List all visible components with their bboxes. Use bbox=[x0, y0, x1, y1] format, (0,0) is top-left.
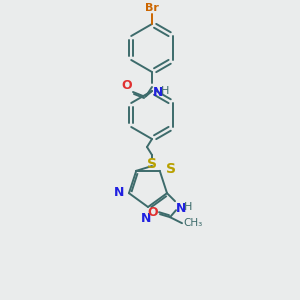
Text: H: H bbox=[161, 86, 170, 96]
Text: N: N bbox=[153, 86, 164, 99]
Text: O: O bbox=[147, 206, 158, 219]
Text: S: S bbox=[166, 162, 176, 176]
Text: O: O bbox=[122, 79, 132, 92]
Text: N: N bbox=[176, 202, 186, 215]
Text: N: N bbox=[141, 212, 151, 225]
Text: N: N bbox=[114, 186, 124, 199]
Text: CH₃: CH₃ bbox=[183, 218, 202, 228]
Text: S: S bbox=[147, 157, 157, 171]
Text: H: H bbox=[184, 202, 192, 212]
Text: Br: Br bbox=[145, 3, 159, 13]
